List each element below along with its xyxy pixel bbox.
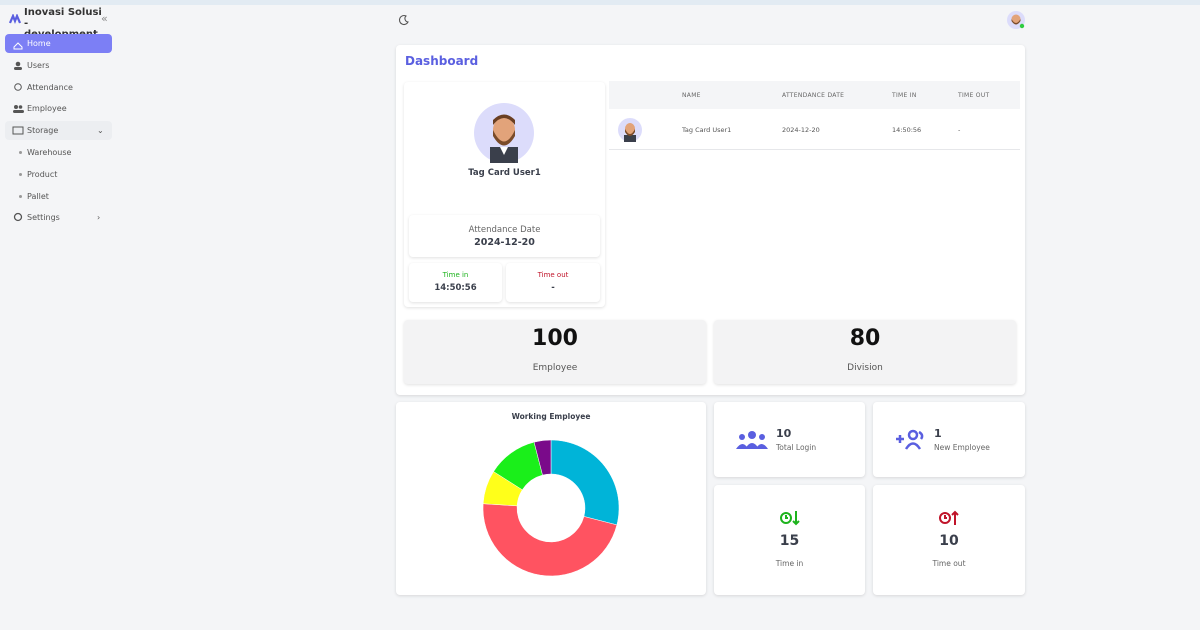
menu-label: Settings [27, 213, 60, 222]
total-card: 100 Employee [404, 320, 706, 384]
user-avatar[interactable] [1006, 10, 1026, 30]
time-in-box: Time in 14:50:56 [409, 263, 502, 302]
total-label: Division [847, 363, 883, 373]
donut-chart [482, 439, 620, 577]
total-value: 80 [849, 326, 881, 351]
table-heading: NAME [682, 92, 701, 99]
total-label: Employee [532, 363, 578, 373]
profile-name: Tag Card User1 [468, 168, 541, 178]
donut-slice [482, 503, 618, 577]
stat-value: 10 [776, 427, 792, 440]
menu-item[interactable]: Pallet [5, 187, 112, 206]
profile-avatar [474, 103, 534, 163]
menu-label: Storage [27, 126, 59, 135]
table-header [609, 81, 1020, 109]
icon [736, 431, 768, 449]
top-bar [0, 0, 1200, 5]
menu-item[interactable]: Users [5, 56, 112, 75]
profile-card: Tag Card User1 Attendance Date 2024-12-2… [404, 82, 605, 307]
value: - [551, 283, 555, 293]
attendance-date-box: Attendance Date 2024-12-20 [409, 215, 600, 257]
stat-label: Time in [775, 559, 804, 568]
stat-value: 1 [934, 427, 942, 440]
total-card: 80 Division [714, 320, 1016, 384]
dashboard-title: Dashboard [405, 54, 479, 68]
row-avatar [618, 118, 642, 142]
menu-label: Home [27, 39, 51, 48]
stat-card: 10 Total Login [714, 402, 865, 477]
menu-label: Product [27, 170, 58, 179]
donut-slice [533, 439, 552, 476]
stat-label: Time out [932, 559, 966, 568]
menu-label: Users [27, 61, 50, 70]
stat-value: 15 [779, 533, 800, 549]
label: Time in [442, 271, 469, 279]
menu-item[interactable]: Settings › [5, 208, 112, 227]
table-heading: TIME OUT [958, 92, 990, 99]
collapse-button[interactable]: « [101, 12, 108, 25]
menu-item[interactable]: Product [5, 165, 112, 184]
label: Time out [537, 271, 569, 279]
stat-card: 10 Time out [873, 485, 1025, 595]
stat-card: 1 New Employee [873, 402, 1025, 477]
table-heading: ATTENDANCE DATE [782, 92, 845, 99]
table-cell: Tag Card User1 [682, 126, 732, 134]
logo [9, 14, 21, 24]
theme-toggle[interactable] [398, 14, 410, 26]
menu-label: Employee [27, 104, 67, 113]
icon [780, 511, 800, 526]
chart-title: Working Employee [511, 412, 591, 421]
table-cell: - [958, 126, 961, 134]
menu-label: Warehouse [27, 148, 72, 157]
donut-slice [550, 439, 620, 526]
time-out-box: Time out - [506, 263, 600, 302]
menu-item[interactable]: Home [5, 34, 112, 53]
menu-item[interactable]: Employee [5, 99, 112, 118]
table-heading: TIME IN [892, 92, 917, 99]
menu-item[interactable]: Warehouse [5, 143, 112, 162]
icon [939, 510, 959, 525]
menu-label: Attendance [27, 83, 73, 92]
label: Attendance Date [468, 225, 541, 235]
stat-card: 15 Time in [714, 485, 865, 595]
stat-value: 10 [939, 533, 959, 549]
value: 14:50:56 [434, 283, 477, 293]
row-divider [609, 149, 1020, 150]
total-value: 100 [532, 326, 578, 351]
menu-label: Pallet [27, 192, 49, 201]
menu-item[interactable]: Storage ⌄ [5, 121, 112, 140]
menu-item[interactable]: Attendance [5, 78, 112, 97]
stat-label: New Employee [934, 443, 990, 452]
table-cell: 2024-12-20 [782, 126, 820, 134]
icon [896, 429, 924, 450]
chart-card: Working Employee [396, 402, 706, 595]
value: 2024-12-20 [474, 237, 535, 248]
table-cell: 14:50:56 [892, 126, 922, 134]
menu-icons [12, 42, 24, 222]
stat-label: Total Login [776, 443, 817, 452]
